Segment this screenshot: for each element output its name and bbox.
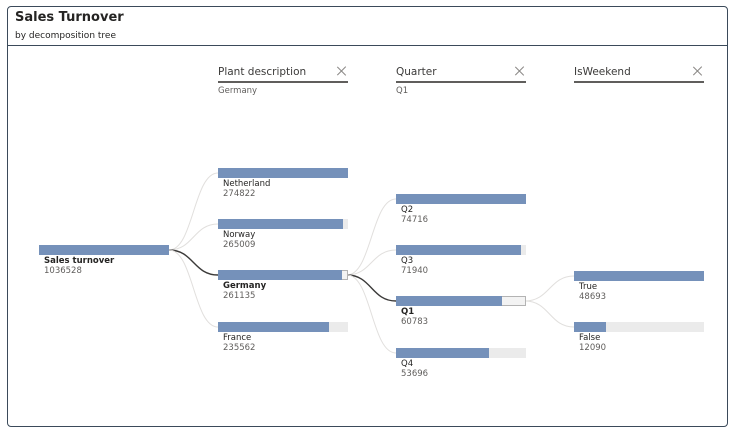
level-name-plant: Plant description xyxy=(218,66,307,78)
bar-fill xyxy=(218,322,330,332)
bar-fill xyxy=(396,194,526,204)
node-label: Netherland xyxy=(223,179,271,189)
level-name-quarter: Quarter xyxy=(396,66,437,78)
bar-fill xyxy=(218,168,348,178)
inactive-link xyxy=(346,274,397,354)
node-label: Germany xyxy=(223,281,267,291)
inactive-link xyxy=(524,275,575,302)
bar-track xyxy=(574,322,704,332)
bar-fill xyxy=(218,219,344,229)
bar-fill xyxy=(396,296,502,306)
remove-level-isweekend-close-icon[interactable] xyxy=(692,65,704,77)
inactive-link xyxy=(524,300,575,328)
inactive-link xyxy=(346,249,397,276)
node-value: 265009 xyxy=(223,240,256,250)
title-divider xyxy=(8,45,727,46)
level-rule xyxy=(218,81,348,83)
node-value: 1036528 xyxy=(44,266,82,276)
node-label: France xyxy=(223,333,252,343)
bar-fill xyxy=(574,271,704,281)
inactive-link xyxy=(168,223,219,251)
bar-fill xyxy=(574,322,607,332)
level-header-isweekend: IsWeekend xyxy=(574,65,704,83)
node-label: Q3 xyxy=(401,256,414,266)
decomposition-tree-card: Sales Turnover by decomposition tree xyxy=(7,6,728,427)
bar-fill xyxy=(39,245,169,255)
node-value: 274822 xyxy=(223,189,256,199)
node-label: True xyxy=(579,282,598,292)
node-value: 71940 xyxy=(401,266,429,276)
node-value: 53696 xyxy=(401,369,429,379)
node-label: Q1 xyxy=(401,307,415,317)
visual-subtitle: by decomposition tree xyxy=(15,31,116,41)
inactive-link xyxy=(168,172,219,251)
level-rule xyxy=(396,81,526,83)
level-header-plant: Plant description Germany xyxy=(218,65,348,96)
level-rule xyxy=(574,81,704,83)
node-value: 261135 xyxy=(223,291,256,301)
bar-fill xyxy=(396,348,490,358)
bar-fill xyxy=(218,270,342,280)
level-header-quarter: Quarter Q1 xyxy=(396,65,526,96)
node-label: Norway xyxy=(223,230,256,240)
node-value: 235562 xyxy=(223,343,256,353)
node-value: 12090 xyxy=(579,343,607,353)
node-value: 60783 xyxy=(401,317,429,327)
node-label: Q4 xyxy=(401,359,414,369)
node-label: Q2 xyxy=(401,205,414,215)
node-value: 74716 xyxy=(401,215,429,225)
inactive-link xyxy=(346,198,397,276)
active-link xyxy=(168,249,219,276)
active-link xyxy=(346,274,397,302)
remove-level-plant-close-icon[interactable] xyxy=(336,65,348,77)
node-value: 48693 xyxy=(579,292,607,302)
level-name-isweekend: IsWeekend xyxy=(574,66,631,78)
inactive-link xyxy=(168,249,219,328)
bar-fill xyxy=(396,245,522,255)
remove-level-quarter-close-icon[interactable] xyxy=(514,65,526,77)
level-filter-quarter: Q1 xyxy=(396,86,409,96)
node-label: False xyxy=(579,333,601,343)
visual-title: Sales Turnover xyxy=(15,10,124,25)
node-label: Sales turnover xyxy=(44,256,115,266)
level-filter-plant: Germany xyxy=(218,86,258,96)
